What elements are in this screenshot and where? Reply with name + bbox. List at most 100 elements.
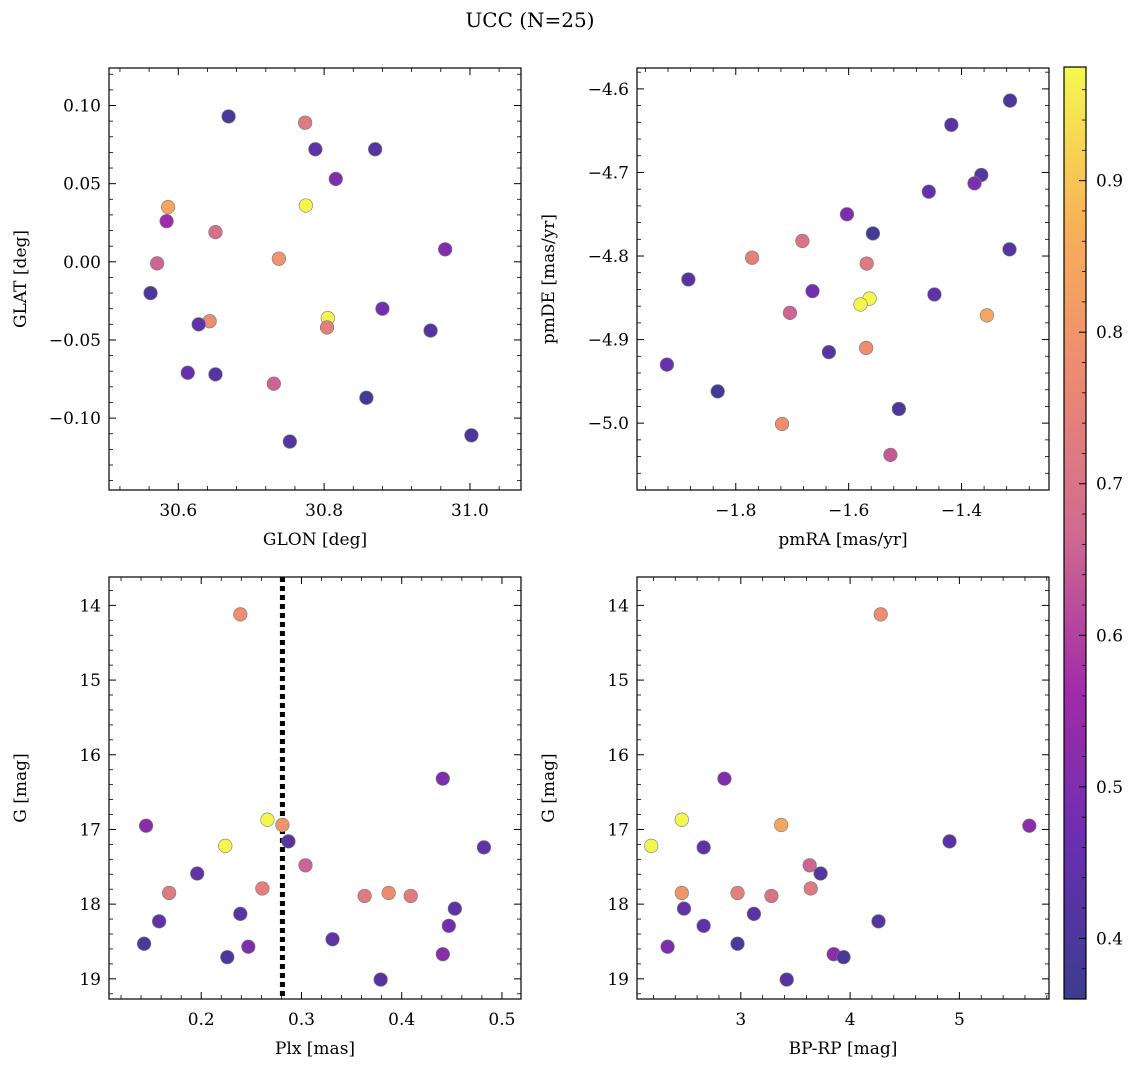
data-point [782,305,798,320]
x-tick-label: 4 [845,1010,856,1030]
y-tick-label: −5.0 [588,414,629,434]
panels: 30.6 30.8 31.0 −0.10 −0.05 0.00 0.05 0.10 GLON [… [11,67,1050,1059]
colorbar: 0.4 0.5 0.6 0.7 0.8 0.9 [1063,66,1123,1000]
data-point [464,428,479,443]
y-tick-label: 17 [607,820,629,840]
x-tick-label: 0.5 [488,1010,515,1030]
data-point [373,972,388,987]
data-point [659,357,675,372]
y-tick-label: 16 [607,746,629,766]
data-point [233,906,248,921]
data-point [233,607,248,622]
data-point [359,390,374,405]
y-tick-label: 0.00 [63,253,101,273]
panel-3: 0.2 0.3 0.4 0.5 14 15 16 17 18 19 Plx [mas] G [mag] [11,576,522,1059]
data-point [191,317,206,332]
data-point [839,207,855,222]
data-point [696,918,711,933]
axes-frame [636,576,1050,1000]
data-point [805,284,820,299]
data-point [435,771,450,786]
x-tick-label: 0.4 [388,1010,415,1030]
data-point [266,376,281,391]
x-tick-label: 30.6 [159,501,197,521]
data-point [271,251,287,266]
data-point [674,812,689,827]
data-point [821,345,836,360]
colorbar-tick-label: 0.5 [1096,778,1123,798]
colorbar-ticks: 0.4 0.5 0.6 0.7 0.8 0.9 [1079,89,1123,1000]
data-point [774,416,790,432]
axes-frame [108,576,522,1000]
x-tick-label: 5 [954,1010,965,1030]
colorbar-tick-label: 0.6 [1096,626,1123,646]
data-point [865,226,881,241]
data-point [241,939,256,954]
panel-2: −1.8 −1.6 −1.4 −5.0 −4.9 −4.8 −4.7 −4.6 pmRA [ma… [539,67,1050,550]
data-point [660,939,675,954]
data-point [927,287,942,302]
y-tick-label: 15 [79,671,101,691]
y-tick-label: 18 [607,895,629,915]
data-point [944,117,959,132]
y-tick-label: 19 [607,970,629,990]
data-point [681,272,696,287]
data-point [221,109,236,124]
data-point [150,256,165,271]
colorbar-gradient [1063,66,1087,1000]
data-point [676,901,692,916]
data-point [190,866,205,881]
y-tick-label: 18 [79,895,101,915]
data-point [859,340,874,356]
data-point [979,308,995,323]
data-point [298,115,313,130]
data-point [208,367,223,382]
panel-4: 3 4 5 14 15 16 17 18 19 BP-RP [mag] G [mag] [539,576,1050,1059]
data-point [745,250,760,265]
y-tick-label: −4.8 [588,247,629,267]
data-point [447,901,462,916]
x-tick-label: −1.4 [941,501,982,521]
data-point [143,285,158,301]
data-point [220,950,235,965]
data-point [208,225,223,240]
data-point [180,365,195,380]
x-tick-label: 0.3 [288,1010,315,1030]
data-point [967,176,982,191]
y-axis-label: G [mag] [539,753,559,822]
data-point [1002,242,1017,257]
data-point [368,142,383,157]
data-point [159,214,174,229]
data-point [853,297,868,312]
data-point [859,256,874,271]
y-axis-label: pmDE [mas/yr] [539,214,559,344]
colorbar-tick-label: 0.4 [1096,929,1123,949]
data-point [710,384,725,399]
data-point [476,840,492,855]
data-point [730,885,745,901]
data-point [891,401,906,417]
data-point [152,914,167,929]
data-point [774,817,789,833]
axes-frame [636,67,1050,491]
data-point [275,817,290,833]
data-point [644,838,659,853]
data-point [260,812,275,827]
data-point [423,323,438,338]
data-point [435,947,450,962]
data-point [813,866,828,881]
y-tick-label: −4.7 [588,163,629,183]
data-point [328,171,343,187]
y-tick-label: 0.10 [63,97,101,117]
colorbar-tick-label: 0.7 [1096,475,1123,495]
data-point [325,932,340,947]
data-point [696,840,711,855]
colorbar-tick-label: 0.9 [1096,172,1123,192]
data-point [403,888,418,904]
data-point [764,888,779,904]
data-point [873,607,888,622]
x-tick-label: 0.2 [188,1010,215,1030]
data-point [802,858,817,873]
x-axis-label: pmRA [mas/yr] [778,530,907,550]
